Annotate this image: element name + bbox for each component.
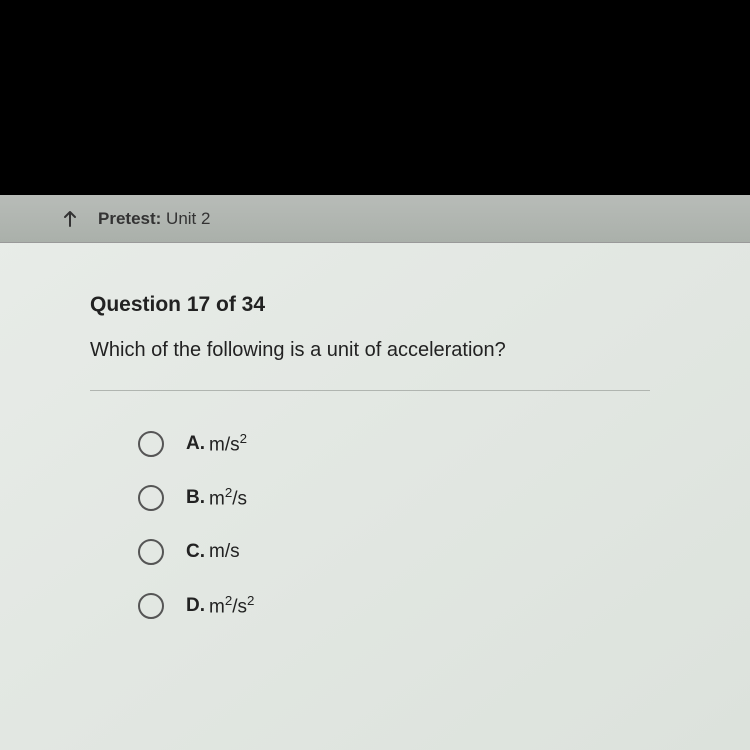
divider [90,390,650,391]
quiz-screen: Pretest: Unit 2 Question 17 of 34 Which … [0,195,750,750]
content-area: Question 17 of 34 Which of the following… [0,243,750,667]
header-bar: Pretest: Unit 2 [0,195,750,243]
radio-icon[interactable] [138,593,164,619]
question-number: Question 17 of 34 [90,293,730,317]
radio-icon[interactable] [138,431,164,457]
option-letter: A. [186,433,205,455]
option-letter: B. [186,487,205,509]
header-title-regular: Unit 2 [166,209,210,228]
option-c[interactable]: C. m/s [138,539,730,565]
radio-icon[interactable] [138,539,164,565]
option-letter: D. [186,595,205,617]
header-title: Pretest: Unit 2 [98,209,210,229]
options-list: A. m/s2 B. m2/s C. m/s D. m2/s2 [90,431,730,619]
back-arrow-icon[interactable] [60,209,80,229]
option-value: m/s [209,541,240,563]
radio-icon[interactable] [138,485,164,511]
header-title-bold: Pretest: [98,209,161,228]
option-value: m2/s [209,485,247,510]
option-b[interactable]: B. m2/s [138,485,730,511]
option-value: m2/s2 [209,593,254,618]
option-a[interactable]: A. m/s2 [138,431,730,457]
question-text: Which of the following is a unit of acce… [90,339,730,362]
option-value: m/s2 [209,431,247,456]
option-letter: C. [186,541,205,563]
option-d[interactable]: D. m2/s2 [138,593,730,619]
